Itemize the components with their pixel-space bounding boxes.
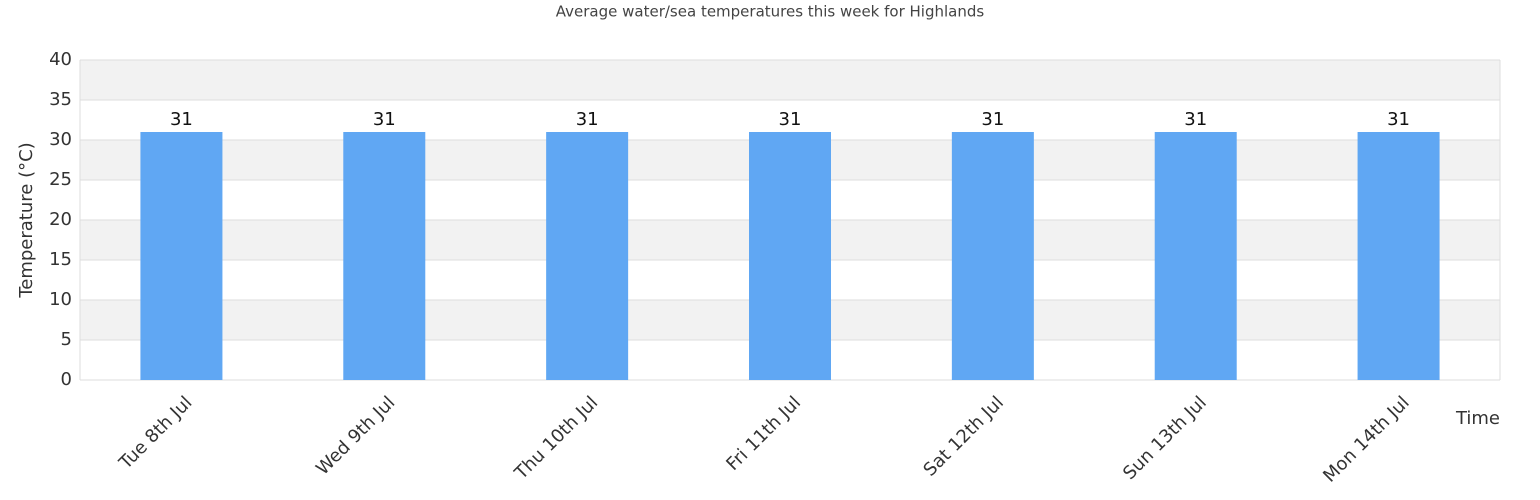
value-label: 31 xyxy=(779,109,802,130)
value-label: 31 xyxy=(576,109,599,130)
y-tick-label: 30 xyxy=(49,129,72,150)
value-label: 31 xyxy=(170,109,193,130)
x-tick-label: Mon 14th Jul xyxy=(1319,392,1413,486)
y-tick-label: 35 xyxy=(49,89,72,110)
bar xyxy=(1357,132,1440,380)
y-tick-label: 25 xyxy=(49,169,72,190)
y-tick-label: 20 xyxy=(49,209,72,230)
plot-band xyxy=(80,60,1500,100)
bar xyxy=(140,132,223,380)
x-axis-label: Time xyxy=(1455,408,1500,429)
value-label: 31 xyxy=(1184,109,1207,130)
y-tick-label: 15 xyxy=(49,249,72,270)
y-tick-label: 0 xyxy=(61,369,72,390)
bar xyxy=(1154,132,1237,380)
x-tick-label: Tue 8th Jul xyxy=(115,392,197,474)
value-label: 31 xyxy=(981,109,1004,130)
y-tick-label: 40 xyxy=(49,49,72,70)
y-axis-label: Temperature (°C) xyxy=(16,142,37,298)
x-tick-label: Wed 9th Jul xyxy=(312,392,399,479)
x-tick-label: Fri 11th Jul xyxy=(722,392,805,475)
y-tick-label: 10 xyxy=(49,289,72,310)
value-label: 31 xyxy=(1387,109,1410,130)
bar xyxy=(749,132,831,380)
y-tick-label: 5 xyxy=(61,329,72,350)
value-label: 31 xyxy=(373,109,396,130)
x-tick-label: Sat 12th Jul xyxy=(920,392,1008,480)
x-tick-label: Thu 10th Jul xyxy=(510,392,602,484)
bar xyxy=(546,132,629,380)
bar xyxy=(951,132,1034,380)
chart-title: Average water/sea temperatures this week… xyxy=(556,3,985,21)
x-tick-label: Sun 13th Jul xyxy=(1119,392,1211,484)
bar xyxy=(343,132,426,380)
